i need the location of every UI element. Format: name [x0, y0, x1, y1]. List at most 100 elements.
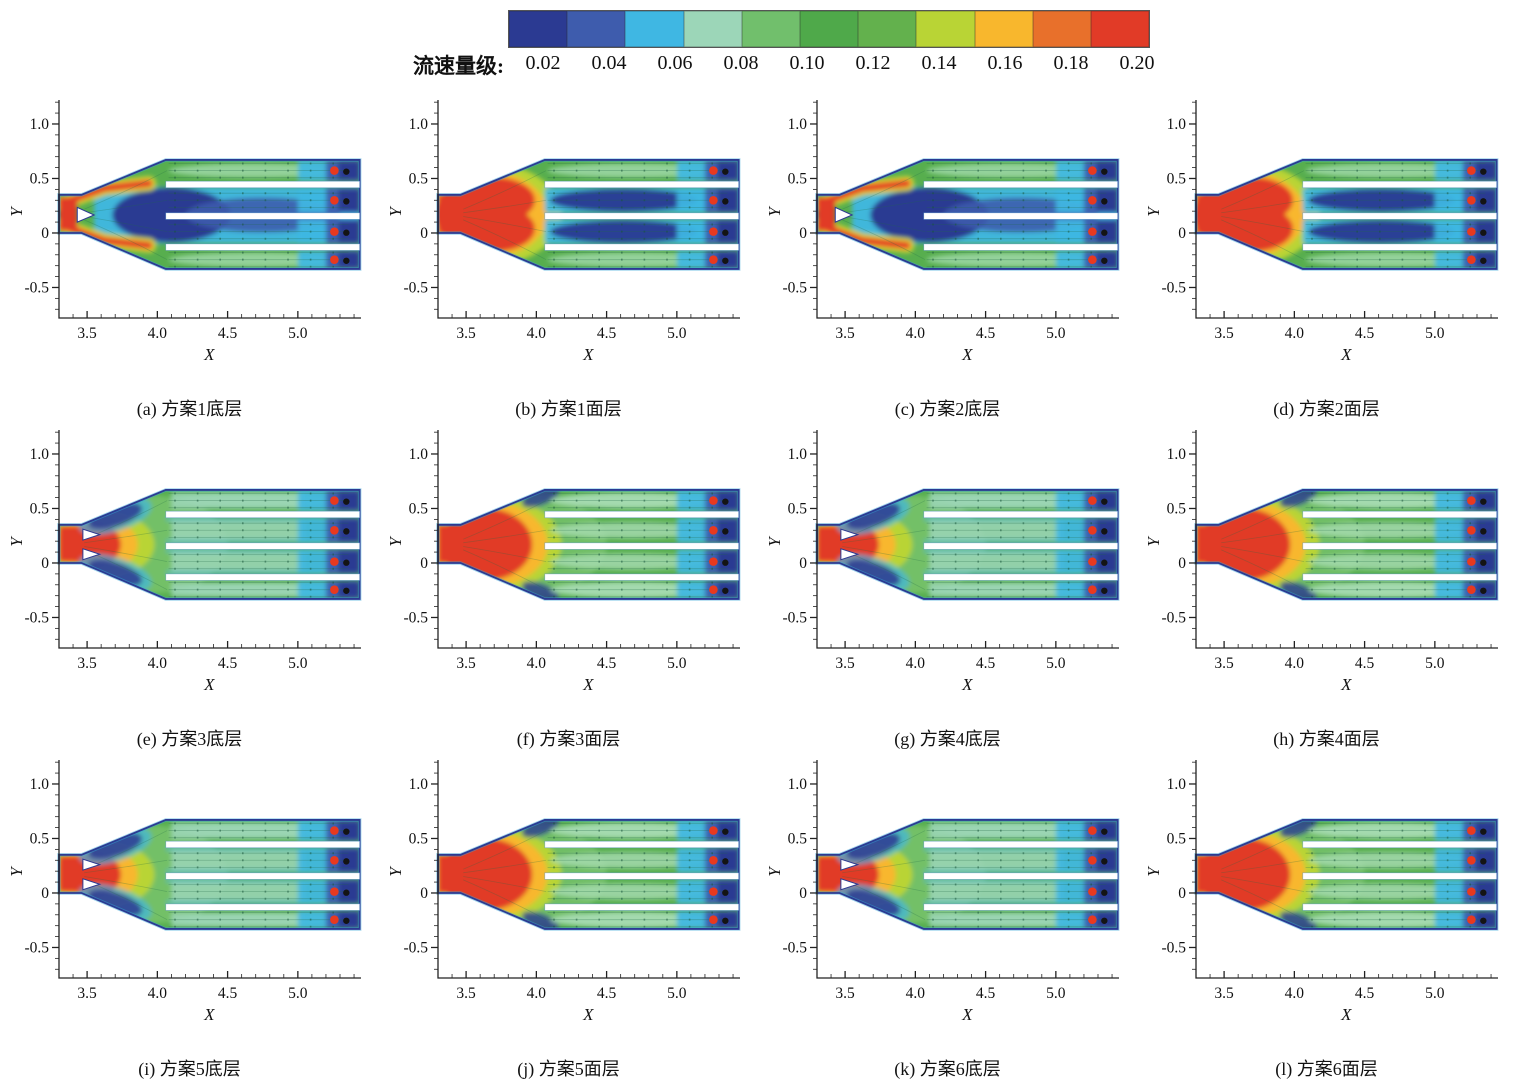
y-axis-label: Y	[767, 866, 784, 877]
xtick-label: 4.0	[147, 655, 167, 672]
y-axis-label: Y	[9, 866, 26, 877]
x-axis-label: X	[1340, 1005, 1352, 1024]
subplot-caption-i: (i) 方案5底层	[138, 1059, 241, 1079]
ytick-label: 0	[420, 555, 428, 572]
ytick-label: 0.5	[29, 830, 49, 847]
subplot-k: 1.0 0.5 0 -0.5 3.5 4.0 4.5 5.0 X Y (k) 方案6底层	[758, 752, 1137, 1082]
colorbar	[508, 10, 1150, 48]
legend-swatch-2	[625, 11, 684, 47]
subplot-f: 1.0 0.5 0 -0.5 3.5 4.0 4.5 5.0 X Y (f) 方案3面层	[379, 422, 758, 752]
ytick-label: -0.5	[24, 939, 49, 956]
xtick-label: 3.5	[77, 325, 97, 342]
ytick-label: 1.0	[1166, 776, 1186, 793]
subplot-h: 1.0 0.5 0 -0.5 3.5 4.0 4.5 5.0 X Y (h) 方案4面层	[1137, 422, 1516, 752]
ytick-label: 1.0	[29, 116, 49, 133]
ytick-label: 1.0	[787, 446, 807, 463]
x-axis-label: X	[1340, 675, 1352, 694]
subplot-g-canvas: 1.0 0.5 0 -0.5 3.5 4.0 4.5 5.0 X Y	[767, 430, 1119, 694]
ytick-label: 0	[1178, 225, 1186, 242]
ytick-label: -0.5	[403, 279, 428, 296]
legend-swatch-1	[567, 11, 626, 47]
xtick-label: 3.5	[1214, 655, 1234, 672]
subplot-caption-h: (h) 方案4面层	[1273, 729, 1380, 749]
monitor-points	[708, 166, 729, 264]
ytick-label: 0	[41, 225, 49, 242]
velocity-legend: 流速量级: 0.02 0.04 0.06 0.08 0.10 0.12 0.14 0.16 0.…	[0, 0, 1516, 90]
xtick-label: 4.5	[1354, 325, 1374, 342]
xtick-label: 4.5	[217, 985, 237, 1002]
xtick-label: 4.5	[975, 655, 995, 672]
xtick-label: 3.5	[835, 325, 855, 342]
subplot-caption-a: (a) 方案1底层	[136, 399, 243, 419]
monitor-points	[1466, 496, 1487, 594]
subplot-k-canvas: 1.0 0.5 0 -0.5 3.5 4.0 4.5 5.0 X Y	[767, 760, 1119, 1024]
subplot-a: 1.0 0.5 0 -0.5 3.5 4.0 4.5 5.0 X Y (a) 方案1底层	[0, 92, 379, 422]
legend-level-4: 0.10	[789, 52, 825, 74]
ytick-label: 1.0	[1166, 116, 1186, 133]
ytick-label: -0.5	[1161, 609, 1186, 626]
subplot-b-canvas: 1.0 0.5 0 -0.5 3.5 4.0 4.5 5.0 X Y	[388, 100, 740, 364]
ytick-label: 0.5	[29, 170, 49, 187]
xtick-label: 4.0	[526, 655, 546, 672]
monitor-points	[1087, 496, 1108, 594]
subplot-e-canvas: 1.0 0.5 0 -0.5 3.5 4.0 4.5 5.0 X Y	[9, 430, 361, 694]
xtick-label: 3.5	[456, 985, 476, 1002]
axes	[430, 100, 740, 319]
axes	[51, 760, 361, 979]
xtick-label: 5.0	[288, 325, 308, 342]
monitor-points	[1466, 826, 1487, 924]
subplot-caption-e: (e) 方案3底层	[136, 729, 243, 749]
axes	[809, 760, 1119, 979]
ytick-label: -0.5	[403, 609, 428, 626]
xtick-label: 4.0	[1284, 985, 1304, 1002]
y-axis-label: Y	[388, 866, 405, 877]
monitor-points	[329, 826, 350, 924]
y-axis-label: Y	[1146, 866, 1163, 877]
xtick-label: 3.5	[456, 325, 476, 342]
ytick-label: 0	[420, 885, 428, 902]
ytick-label: 1.0	[408, 116, 428, 133]
ytick-label: -0.5	[24, 279, 49, 296]
ytick-label: 0	[799, 225, 807, 242]
legend-level-1: 0.04	[591, 52, 627, 74]
axes	[1188, 430, 1498, 649]
legend-level-6: 0.14	[921, 52, 957, 74]
subplot-caption-c: (c) 方案2底层	[894, 399, 1001, 419]
legend-level-0: 0.02	[525, 52, 561, 74]
ytick-label: 1.0	[1166, 446, 1186, 463]
xtick-label: 4.5	[975, 325, 995, 342]
ytick-label: 0.5	[787, 500, 807, 517]
monitor-points	[708, 826, 729, 924]
xtick-label: 4.0	[147, 985, 167, 1002]
ytick-label: 1.0	[29, 776, 49, 793]
ytick-label: 0.5	[408, 170, 428, 187]
subplot-b: 1.0 0.5 0 -0.5 3.5 4.0 4.5 5.0 X Y (b) 方案1面层	[379, 92, 758, 422]
subplot-e: 1.0 0.5 0 -0.5 3.5 4.0 4.5 5.0 X Y (e) 方案3底层	[0, 422, 379, 752]
x-axis-label: X	[1340, 345, 1352, 364]
ytick-label: -0.5	[1161, 939, 1186, 956]
ytick-label: -0.5	[24, 609, 49, 626]
subplot-i-canvas: 1.0 0.5 0 -0.5 3.5 4.0 4.5 5.0 X Y	[9, 760, 361, 1024]
ytick-label: 0	[41, 885, 49, 902]
legend-level-3: 0.08	[723, 52, 759, 74]
subplot-caption-j: (j) 方案5面层	[517, 1059, 620, 1079]
xtick-label: 4.0	[526, 325, 546, 342]
axes	[51, 100, 361, 319]
ytick-label: -0.5	[782, 609, 807, 626]
xtick-label: 4.5	[596, 325, 616, 342]
legend-swatch-9	[1032, 11, 1091, 47]
y-axis-label: Y	[388, 206, 405, 217]
xtick-label: 3.5	[77, 985, 97, 1002]
xtick-label: 5.0	[1046, 655, 1066, 672]
xtick-label: 3.5	[835, 985, 855, 1002]
ytick-label: 0.5	[408, 830, 428, 847]
x-axis-label: X	[961, 1005, 973, 1024]
subplot-a-canvas: 1.0 0.5 0 -0.5 3.5 4.0 4.5 5.0 X Y	[9, 100, 361, 364]
subplot-grid: 1.0 0.5 0 -0.5 3.5 4.0 4.5 5.0 X Y (a) 方案1底层 1.0 0.5…	[0, 92, 1516, 1082]
legend-swatch-0	[509, 11, 568, 47]
monitor-points	[329, 496, 350, 594]
xtick-label: 5.0	[667, 655, 687, 672]
axes	[809, 430, 1119, 649]
xtick-label: 4.0	[905, 985, 925, 1002]
